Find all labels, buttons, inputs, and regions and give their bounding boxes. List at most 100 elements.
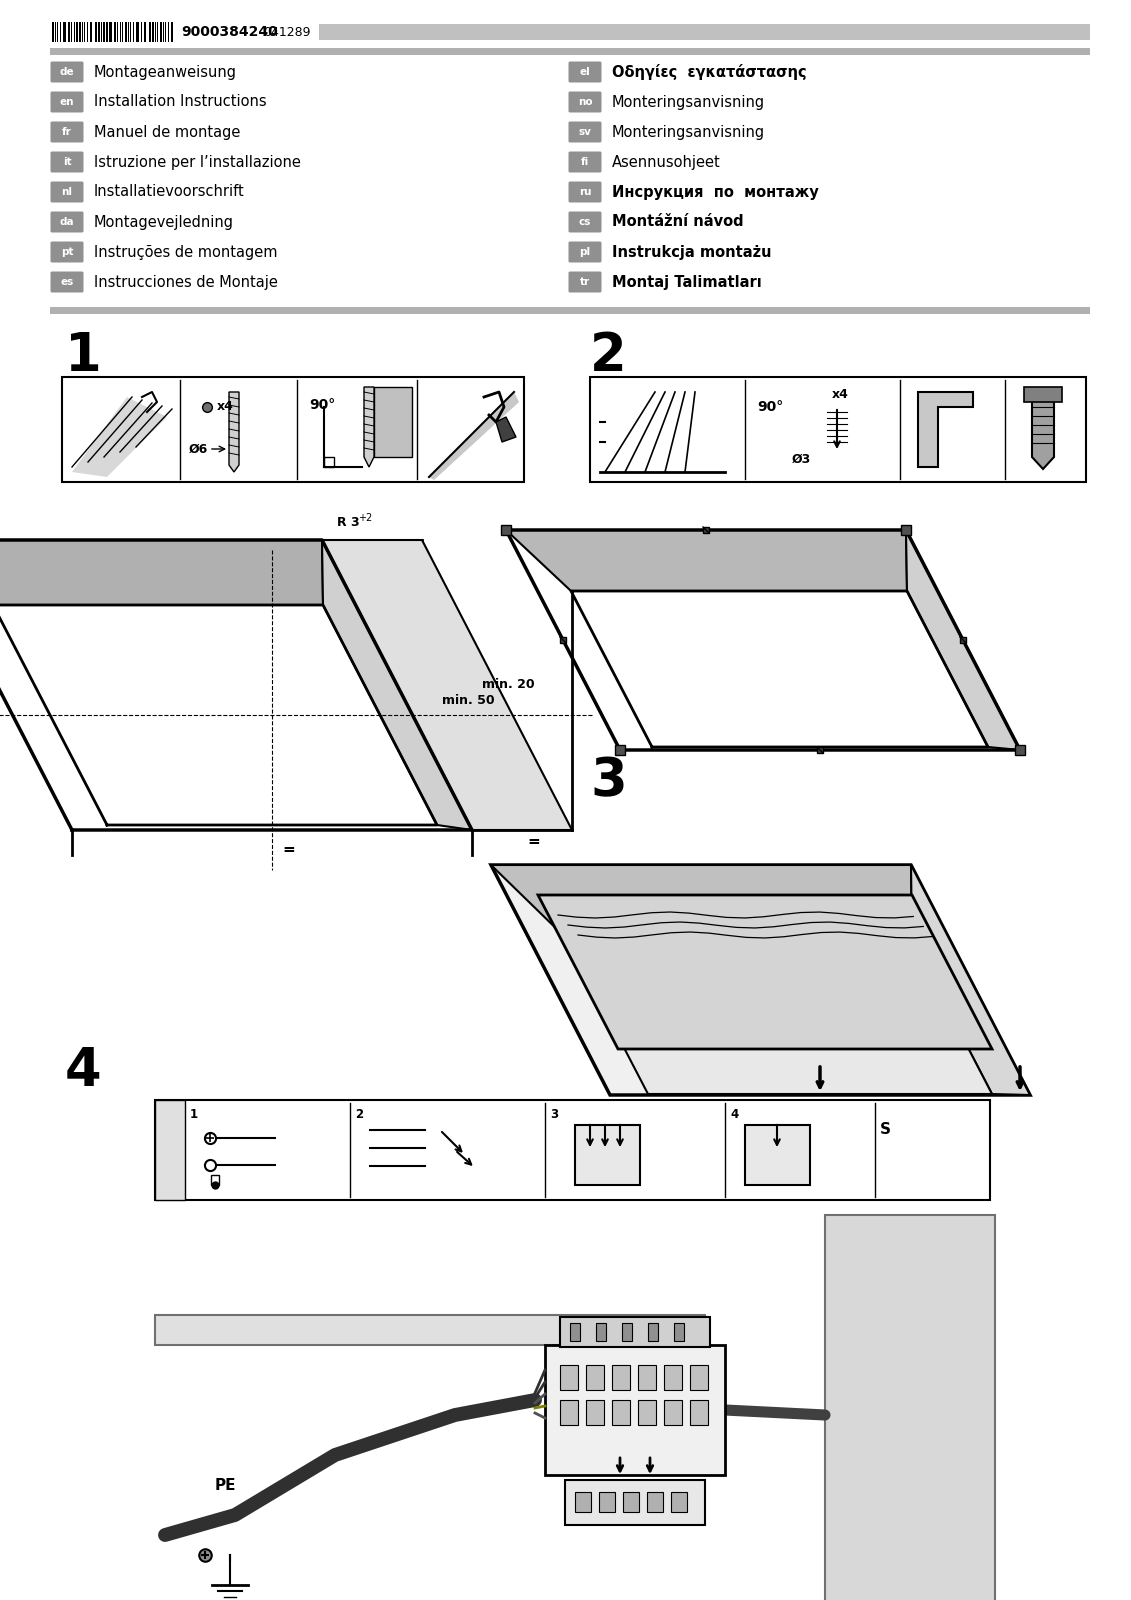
- Text: da: da: [60, 218, 75, 227]
- Text: Ø6: Ø6: [189, 443, 208, 456]
- Bar: [690, 1365, 708, 1390]
- Text: Instrucciones de Montaje: Instrucciones de Montaje: [94, 275, 278, 290]
- Bar: [95, 22, 97, 42]
- FancyBboxPatch shape: [569, 122, 602, 142]
- Text: Οδηγίες  εγκατάστασης: Οδηγίες εγκατάστασης: [612, 64, 806, 80]
- FancyBboxPatch shape: [569, 61, 602, 83]
- Bar: [612, 1400, 630, 1426]
- Bar: [128, 22, 129, 42]
- Bar: [586, 1365, 604, 1390]
- Bar: [79, 22, 80, 42]
- Bar: [155, 22, 156, 42]
- Bar: [152, 22, 154, 42]
- Bar: [124, 22, 127, 42]
- Bar: [690, 1400, 708, 1426]
- Bar: [638, 1400, 656, 1426]
- Polygon shape: [568, 939, 992, 1094]
- Text: 90°: 90°: [309, 398, 335, 411]
- Polygon shape: [429, 392, 519, 480]
- Bar: [114, 22, 115, 42]
- Text: 2: 2: [355, 1107, 363, 1122]
- Polygon shape: [918, 392, 973, 467]
- Polygon shape: [374, 387, 412, 458]
- Polygon shape: [228, 392, 239, 472]
- Bar: [545, 1346, 725, 1475]
- Bar: [623, 1491, 639, 1512]
- Bar: [566, 1480, 705, 1525]
- Text: Montagevejledning: Montagevejledning: [94, 214, 234, 229]
- Bar: [50, 48, 1090, 54]
- Bar: [323, 458, 334, 467]
- Text: min. 50: min. 50: [442, 693, 494, 707]
- Bar: [149, 22, 152, 42]
- Text: 90°: 90°: [757, 400, 784, 414]
- Text: sv: sv: [579, 126, 592, 138]
- Bar: [155, 1101, 990, 1200]
- Text: 041289: 041289: [264, 26, 311, 38]
- Text: es: es: [60, 277, 74, 286]
- Text: 4: 4: [729, 1107, 739, 1122]
- FancyBboxPatch shape: [569, 242, 602, 262]
- FancyBboxPatch shape: [51, 272, 84, 293]
- Text: Montážní návod: Montážní návod: [612, 214, 743, 229]
- Bar: [647, 1491, 663, 1512]
- FancyBboxPatch shape: [569, 152, 602, 173]
- Text: 1: 1: [64, 330, 102, 382]
- Bar: [586, 1400, 604, 1426]
- FancyBboxPatch shape: [569, 181, 602, 203]
- Text: nl: nl: [61, 187, 72, 197]
- Bar: [159, 22, 162, 42]
- Text: 1: 1: [190, 1107, 198, 1122]
- Bar: [62, 378, 524, 482]
- Text: 3: 3: [590, 755, 627, 806]
- Bar: [211, 1174, 219, 1186]
- Polygon shape: [491, 866, 912, 939]
- Text: fr: fr: [62, 126, 72, 138]
- Text: fi: fi: [581, 157, 589, 166]
- Text: el: el: [579, 67, 590, 77]
- Polygon shape: [1031, 397, 1054, 469]
- Bar: [76, 22, 78, 42]
- Polygon shape: [506, 530, 907, 590]
- Text: Istruzione per l’installazione: Istruzione per l’installazione: [94, 155, 301, 170]
- Bar: [120, 22, 121, 42]
- Text: Installatievoorschrift: Installatievoorschrift: [94, 184, 244, 200]
- Bar: [615, 746, 625, 755]
- Polygon shape: [491, 866, 1030, 1094]
- Text: 3: 3: [550, 1107, 558, 1122]
- Text: min. 20: min. 20: [482, 678, 535, 691]
- Polygon shape: [155, 1315, 705, 1346]
- Text: it: it: [62, 157, 71, 166]
- Text: x4: x4: [217, 400, 234, 413]
- Bar: [560, 1400, 578, 1426]
- Bar: [1015, 746, 1025, 755]
- Polygon shape: [0, 541, 323, 605]
- Bar: [501, 525, 511, 534]
- Text: R 3: R 3: [337, 515, 360, 528]
- Text: =: =: [527, 835, 539, 850]
- Polygon shape: [910, 866, 1030, 1094]
- Text: Instrukcja montażu: Instrukcja montażu: [612, 245, 771, 259]
- Bar: [136, 22, 138, 42]
- Bar: [638, 1365, 656, 1390]
- Bar: [144, 22, 146, 42]
- Bar: [745, 1125, 810, 1186]
- Polygon shape: [72, 397, 167, 477]
- FancyBboxPatch shape: [51, 91, 84, 112]
- Text: 9000384240: 9000384240: [181, 26, 278, 38]
- FancyBboxPatch shape: [51, 122, 84, 142]
- Bar: [560, 1365, 578, 1390]
- Bar: [664, 1365, 682, 1390]
- FancyBboxPatch shape: [569, 91, 602, 112]
- Bar: [103, 22, 105, 42]
- Text: Monteringsanvisning: Monteringsanvisning: [612, 94, 766, 109]
- Text: +2: +2: [359, 514, 372, 523]
- Text: 2: 2: [590, 330, 627, 382]
- Text: ru: ru: [579, 187, 592, 197]
- FancyBboxPatch shape: [51, 181, 84, 203]
- Text: Ø3: Ø3: [792, 453, 811, 466]
- Bar: [570, 1323, 580, 1341]
- Polygon shape: [497, 418, 516, 442]
- Bar: [674, 1323, 684, 1341]
- Bar: [52, 22, 54, 42]
